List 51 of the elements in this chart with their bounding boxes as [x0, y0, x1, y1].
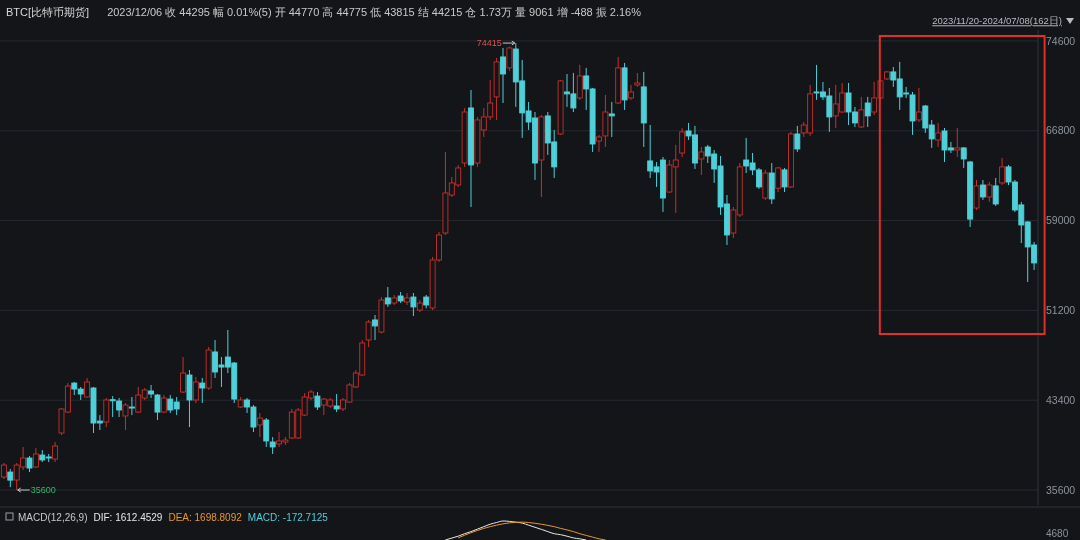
y-tick-label: 35600 [1046, 483, 1076, 496]
annotation: 74415 [476, 38, 502, 49]
text: 4680 [1046, 527, 1069, 539]
y-tick-label: 59000 [1046, 214, 1076, 227]
candlestick [122, 402, 129, 431]
text: DEA: 1698.8092 [168, 511, 243, 523]
candlestick [986, 181, 993, 203]
candlestick [999, 157, 1006, 186]
candlestick [128, 396, 135, 416]
candlestick [372, 314, 378, 341]
candlestick [628, 84, 634, 101]
candlestick [199, 377, 206, 404]
chart-title: MACD(12,26,9) [18, 511, 88, 523]
candlestick [52, 441, 59, 463]
candlestick [410, 292, 417, 317]
candlestick [954, 127, 961, 158]
candlestick [500, 47, 506, 104]
candlestick [365, 319, 372, 348]
candlestick [576, 64, 583, 101]
candlestick [992, 177, 999, 207]
y-tick-label: 43400 [1046, 393, 1076, 406]
candlestick [858, 96, 865, 129]
candlestick [180, 356, 187, 394]
y-tick-label: 66800 [1046, 124, 1076, 137]
text: DIF: 1612.4529 [93, 511, 163, 523]
candlestick [915, 87, 922, 123]
candlestick [7, 468, 14, 488]
candlestick [256, 412, 263, 438]
candlestick [103, 397, 110, 428]
candlestick [973, 179, 980, 211]
candlestick [384, 286, 391, 308]
candlestick [679, 127, 686, 158]
candlestick [781, 167, 788, 193]
candlestick [608, 101, 615, 138]
annotation: 35600 [30, 485, 56, 496]
candlestick [979, 179, 986, 201]
candlestick [192, 376, 199, 404]
candlestick [506, 46, 513, 72]
candlestick [935, 122, 942, 148]
candlestick [404, 292, 410, 306]
chart-title: BTC[比特币期货] [6, 5, 90, 18]
chart-subtitle: 2023/12/06 收 44295 幅 0.01%(5) 开 44770 高 44775 低 43815 结 44215 仓 1.73万 量 9061 增 -488 振 2.16% [107, 5, 642, 18]
candlestick [794, 125, 801, 153]
candlestick [698, 146, 705, 176]
text: 2023/11/20-2024/07/08(162日) [932, 15, 1062, 27]
candlestick [864, 96, 871, 128]
y-tick-label: 74600 [1046, 34, 1076, 47]
y-tick-label: 51200 [1046, 304, 1076, 317]
annotation: MACD: -172.7125 [247, 511, 329, 523]
candlestick [775, 166, 782, 193]
candlestick [333, 393, 340, 413]
